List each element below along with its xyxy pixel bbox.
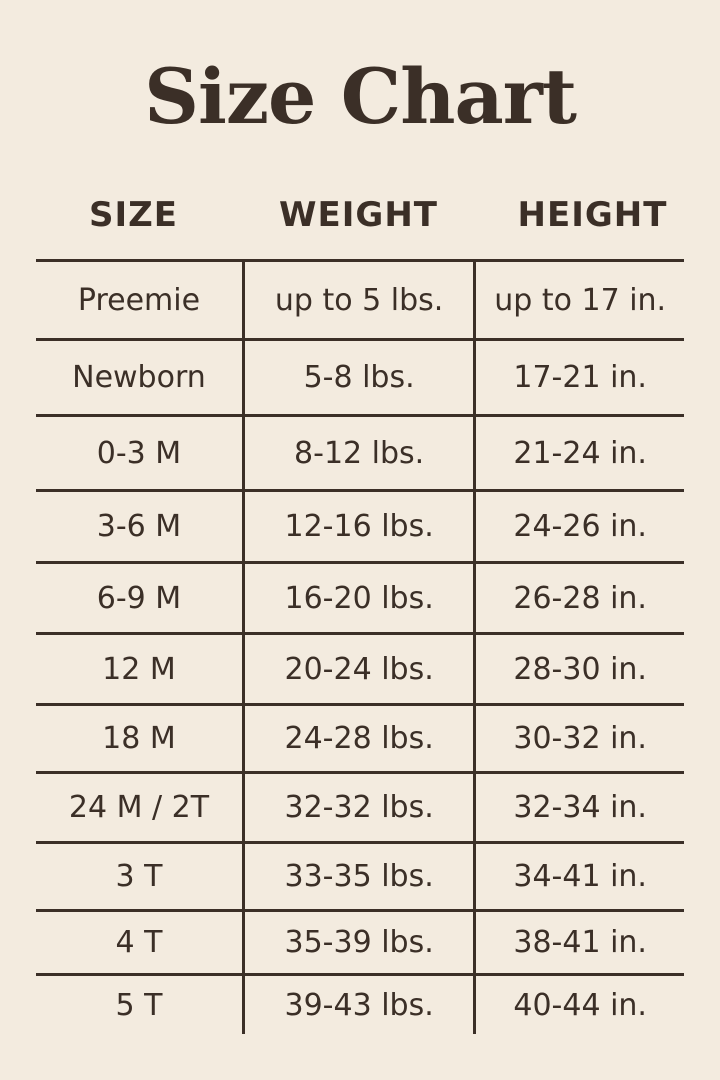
size-table: Preemie up to 5 lbs. up to 17 in. Newborn 5-… — [36, 259, 684, 1034]
size-cell: 3 T — [36, 841, 244, 911]
height-cell: 40-44 in. — [474, 973, 684, 1034]
table-row: 6-9 M 16-20 lbs. 26-28 in. — [36, 561, 684, 634]
table-row: 18 M 24-28 lbs. 30-32 in. — [36, 703, 684, 773]
table-row: 3-6 M 12-16 lbs. 24-26 in. — [36, 489, 684, 563]
weight-cell: 39-43 lbs. — [241, 973, 477, 1034]
weight-cell: 33-35 lbs. — [241, 841, 477, 911]
height-cell: 38-41 in. — [474, 909, 684, 975]
size-cell: 24 M / 2T — [36, 771, 244, 843]
height-cell: 32-34 in. — [474, 771, 684, 843]
table-row: Newborn 5-8 lbs. 17-21 in. — [36, 338, 684, 416]
height-cell: 30-32 in. — [474, 703, 684, 773]
table-row: Preemie up to 5 lbs. up to 17 in. — [36, 259, 684, 340]
size-cell: 3-6 M — [36, 489, 244, 563]
size-cell: Preemie — [36, 259, 244, 340]
size-cell: 18 M — [36, 703, 244, 773]
table-row: 12 M 20-24 lbs. 28-30 in. — [36, 632, 684, 705]
height-cell: 26-28 in. — [474, 561, 684, 634]
height-cell: 24-26 in. — [474, 489, 684, 563]
size-cell: 12 M — [36, 632, 244, 705]
column-header-size: SIZE — [88, 195, 179, 235]
table-row: 0-3 M 8-12 lbs. 21-24 in. — [36, 414, 684, 491]
table-row: 5 T 39-43 lbs. 40-44 in. — [36, 973, 684, 1034]
weight-cell: 12-16 lbs. — [241, 489, 477, 563]
weight-cell: 8-12 lbs. — [241, 414, 477, 491]
weight-cell: 24-28 lbs. — [241, 703, 477, 773]
size-cell: 5 T — [36, 973, 244, 1034]
weight-cell: 20-24 lbs. — [241, 632, 477, 705]
column-header-height: HEIGHT — [517, 195, 668, 235]
table-row: 3 T 33-35 lbs. 34-41 in. — [36, 841, 684, 911]
height-cell: 21-24 in. — [474, 414, 684, 491]
weight-cell: 35-39 lbs. — [241, 909, 477, 975]
height-cell: 28-30 in. — [474, 632, 684, 705]
weight-cell: 16-20 lbs. — [241, 561, 477, 634]
height-cell: 17-21 in. — [474, 338, 684, 416]
weight-cell: 5-8 lbs. — [241, 338, 477, 416]
page-title: Size Chart — [144, 52, 577, 141]
size-cell: 0-3 M — [36, 414, 244, 491]
height-cell: 34-41 in. — [474, 841, 684, 911]
table-row: 24 M / 2T 32-32 lbs. 32-34 in. — [36, 771, 684, 843]
weight-cell: 32-32 lbs. — [241, 771, 477, 843]
table-row: 4 T 35-39 lbs. 38-41 in. — [36, 909, 684, 975]
size-cell: Newborn — [36, 338, 244, 416]
height-cell: up to 17 in. — [474, 259, 684, 340]
size-cell: 4 T — [36, 909, 244, 975]
size-cell: 6-9 M — [36, 561, 244, 634]
weight-cell: up to 5 lbs. — [241, 259, 477, 340]
column-header-weight: WEIGHT — [279, 195, 438, 235]
